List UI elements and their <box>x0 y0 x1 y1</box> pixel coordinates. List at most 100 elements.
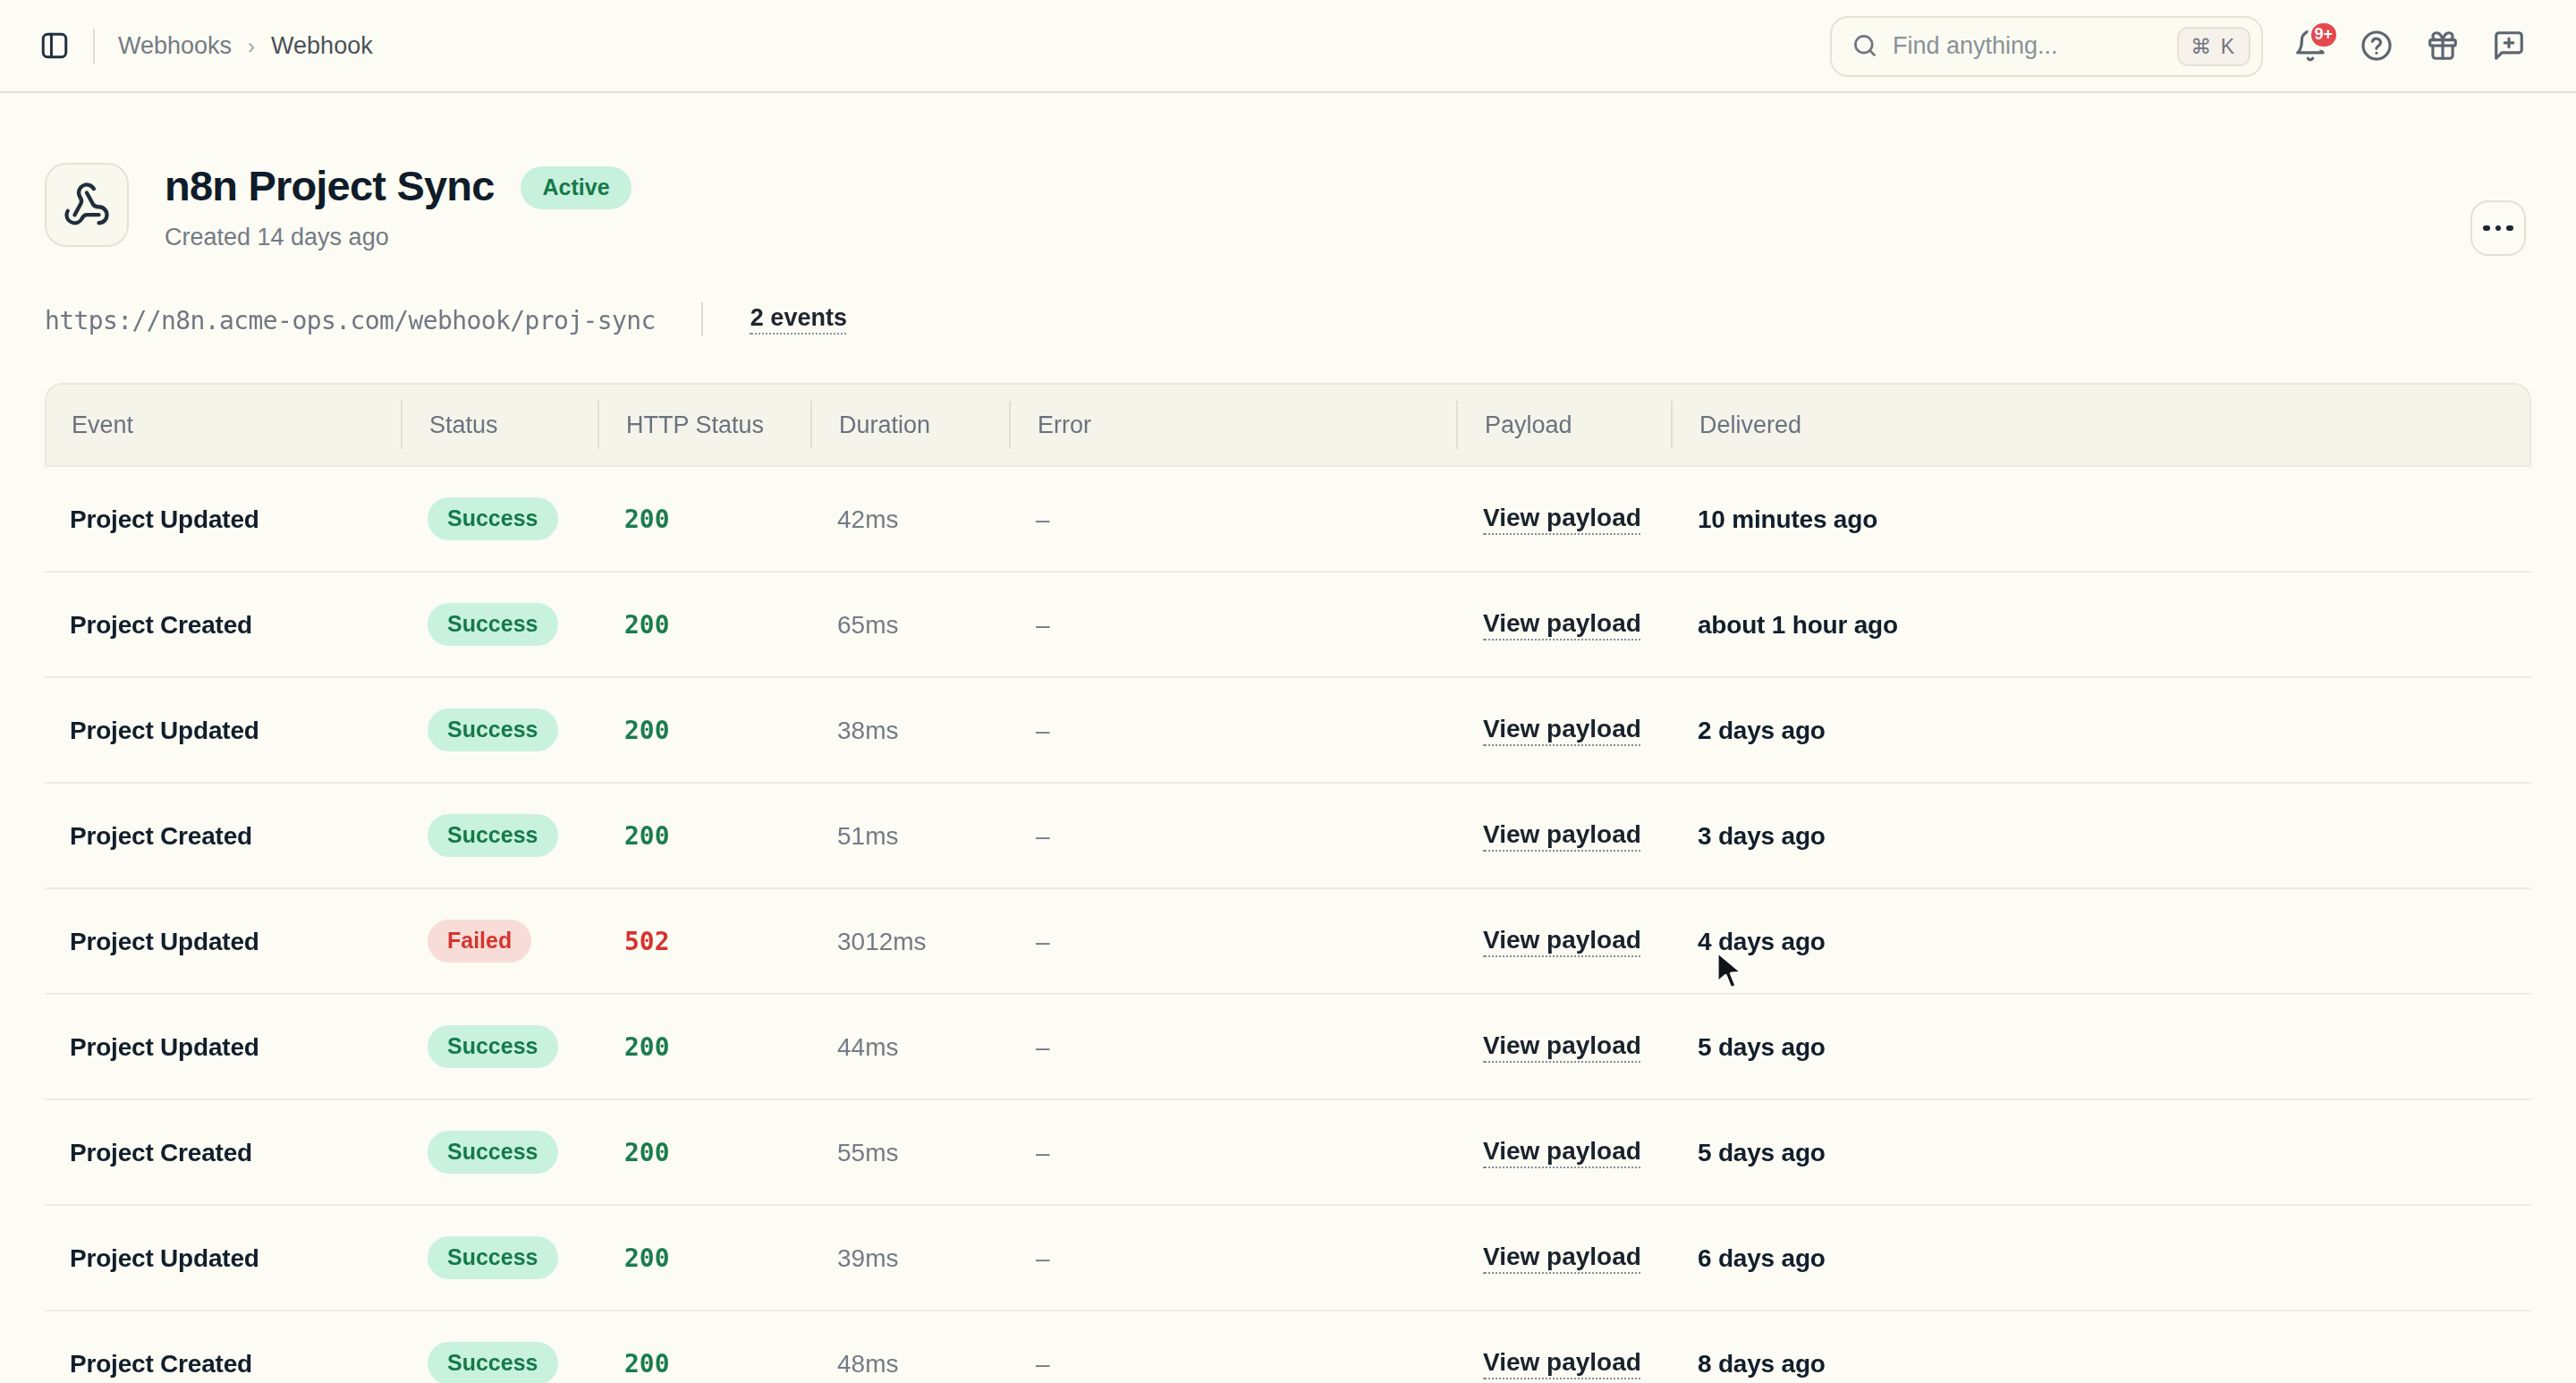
table-row: Project Created Success 200 48ms – View … <box>45 1311 2531 1383</box>
column-header-event: Event <box>47 385 401 465</box>
cell-status: Failed <box>399 920 596 963</box>
table-row: Project Updated Failed 502 3012ms – View… <box>45 889 2531 995</box>
cell-delivered: 5 days ago <box>1669 1032 2531 1061</box>
event-label: Project Created <box>70 1138 252 1167</box>
view-payload-link[interactable]: View payload <box>1483 714 1641 746</box>
breadcrumb: Webhooks › Webhook <box>118 32 373 59</box>
gift-button[interactable] <box>2413 17 2470 74</box>
created-timestamp: Created 14 days ago <box>165 224 631 250</box>
search-shortcut-hint: ⌘ K <box>2176 26 2250 65</box>
column-header-http-status: HTTP Status <box>597 385 810 465</box>
cell-http-status: 200 <box>596 1243 809 1272</box>
delivered-value: 6 days ago <box>1698 1243 1826 1272</box>
table-row: Project Created Success 200 65ms – View … <box>45 573 2531 678</box>
topbar-actions: 9+ <box>2281 17 2537 74</box>
status-badge: Success <box>428 603 557 646</box>
search-input[interactable]: Find anything... ⌘ K <box>1830 15 2263 76</box>
delivered-value: 3 days ago <box>1698 821 1826 850</box>
delivered-value: 10 minutes ago <box>1698 505 1877 533</box>
search-placeholder: Find anything... <box>1893 32 2176 59</box>
cell-http-status: 200 <box>596 1138 809 1167</box>
ellipsis-icon <box>2484 225 2513 232</box>
table-row: Project Created Success 200 55ms – View … <box>45 1100 2531 1206</box>
view-payload-link[interactable]: View payload <box>1483 608 1641 641</box>
breadcrumb-webhooks[interactable]: Webhooks <box>118 32 232 59</box>
table-row: Project Updated Success 200 44ms – View … <box>45 995 2531 1100</box>
cell-error: – <box>1007 821 1454 850</box>
cell-http-status: 200 <box>596 716 809 744</box>
cell-duration: 48ms <box>809 1349 1007 1378</box>
error-value: – <box>1036 1138 1050 1167</box>
cell-payload: View payload <box>1454 1347 1669 1379</box>
http-status-code: 200 <box>624 1138 670 1167</box>
events-count-link[interactable]: 2 events <box>750 304 847 335</box>
duration-value: 38ms <box>837 716 898 744</box>
cell-delivered: 6 days ago <box>1669 1243 2531 1272</box>
webhook-detail-page: Webhooks › Webhook Find anything... ⌘ K … <box>0 0 2576 1383</box>
cell-event: Project Updated <box>45 927 399 955</box>
event-label: Project Created <box>70 1349 252 1378</box>
cell-error: – <box>1007 1032 1454 1061</box>
cell-error: – <box>1007 505 1454 533</box>
cell-delivered: about 1 hour ago <box>1669 610 2531 639</box>
event-label: Project Updated <box>70 1032 259 1061</box>
duration-value: 51ms <box>837 821 898 850</box>
view-payload-link[interactable]: View payload <box>1483 1242 1641 1274</box>
status-badge: Success <box>428 1342 557 1383</box>
more-options-button[interactable] <box>2470 200 2526 256</box>
cell-event: Project Updated <box>45 505 399 533</box>
cell-error: – <box>1007 610 1454 639</box>
cell-duration: 38ms <box>809 716 1007 744</box>
cell-http-status: 200 <box>596 610 809 639</box>
error-value: – <box>1036 1243 1050 1272</box>
url-divider <box>702 302 704 336</box>
view-payload-link[interactable]: View payload <box>1483 503 1641 535</box>
cell-duration: 39ms <box>809 1243 1007 1272</box>
cell-status: Success <box>399 708 596 751</box>
gift-icon <box>2425 29 2459 63</box>
view-payload-link[interactable]: View payload <box>1483 1136 1641 1168</box>
cell-duration: 51ms <box>809 821 1007 850</box>
cell-payload: View payload <box>1454 503 1669 535</box>
column-header-delivered: Delivered <box>1671 385 2529 465</box>
view-payload-link[interactable]: View payload <box>1483 819 1641 852</box>
top-bar: Webhooks › Webhook Find anything... ⌘ K … <box>0 0 2576 93</box>
status-badge: Success <box>428 708 557 751</box>
table-header: EventStatusHTTP StatusDurationErrorPaylo… <box>45 383 2531 467</box>
column-header-label: Status <box>429 412 498 438</box>
delivered-value: 5 days ago <box>1698 1138 1826 1167</box>
http-status-code: 200 <box>624 610 670 639</box>
cell-status: Success <box>399 1131 596 1174</box>
error-value: – <box>1036 610 1050 639</box>
column-header-label: HTTP Status <box>626 412 764 438</box>
column-header-payload: Payload <box>1456 385 1671 465</box>
page-title: n8n Project Sync <box>165 163 495 211</box>
status-badge: Success <box>428 814 557 857</box>
event-label: Project Updated <box>70 716 259 744</box>
error-value: – <box>1036 505 1050 533</box>
view-payload-link[interactable]: View payload <box>1483 1031 1641 1063</box>
chevron-right-icon: › <box>248 33 255 58</box>
event-label: Project Updated <box>70 1243 259 1272</box>
column-header-status: Status <box>401 385 597 465</box>
sidebar-toggle-button[interactable] <box>25 17 82 74</box>
cell-delivered: 8 days ago <box>1669 1349 2531 1378</box>
cell-payload: View payload <box>1454 714 1669 746</box>
delivered-value: 5 days ago <box>1698 1032 1826 1061</box>
breadcrumb-webhook[interactable]: Webhook <box>271 32 373 59</box>
http-status-code: 200 <box>624 1243 670 1272</box>
feedback-button[interactable] <box>2479 17 2537 74</box>
event-label: Project Created <box>70 821 252 850</box>
view-payload-link[interactable]: View payload <box>1483 1347 1641 1379</box>
cell-http-status: 502 <box>596 927 809 955</box>
cell-delivered: 5 days ago <box>1669 1138 2531 1167</box>
view-payload-link[interactable]: View payload <box>1483 925 1641 957</box>
notification-count-badge: 9+ <box>2307 19 2340 49</box>
delivered-value: 8 days ago <box>1698 1349 1826 1378</box>
cell-duration: 42ms <box>809 505 1007 533</box>
notifications-button[interactable]: 9+ <box>2281 17 2338 74</box>
help-button[interactable] <box>2347 17 2404 74</box>
help-circle-icon <box>2359 29 2393 63</box>
duration-value: 3012ms <box>837 927 927 955</box>
column-header-error: Error <box>1009 385 1456 465</box>
